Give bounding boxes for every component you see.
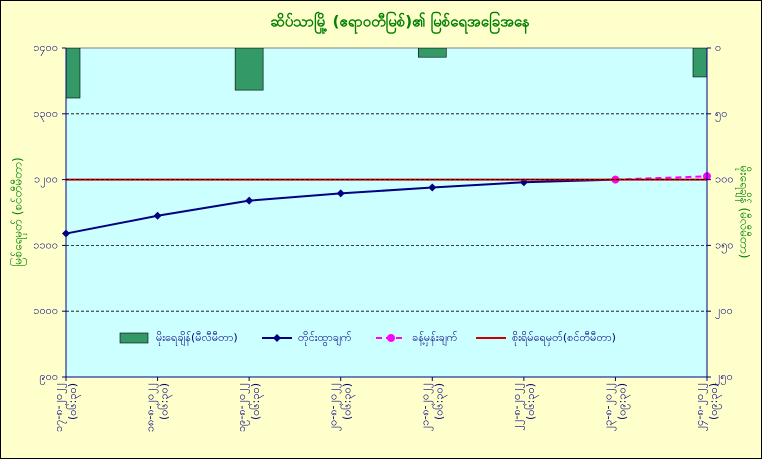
bar [417, 48, 447, 58]
x-tick-time: (၀၉:၃၀) [707, 383, 722, 420]
x-tick-label: ၂၀-၈-၂၀၂၂ [327, 383, 342, 431]
y2-tick-label: ၀ [715, 41, 721, 54]
legend-label: ခန့်မှန်းချက် [412, 331, 458, 346]
x-tick-label: ၂၁-၈-၂၀၂၂ [418, 383, 433, 431]
y-tick-label: ၁၃၀၀ [33, 107, 58, 122]
point [245, 196, 254, 205]
plot-clip [66, 48, 707, 99]
legend-label: မိုးရေချိန်(မီလီမီတာ) [156, 331, 238, 346]
x-tick-label: ၂၂-၈-၂၀၂၂ [510, 383, 525, 430]
x-tick-time: (၀၆:၃၀) [249, 383, 264, 420]
y2-tick-label: ၁၀၀ [715, 173, 734, 186]
y-tick-label: ၉၀၀ [39, 370, 58, 385]
bar [692, 48, 707, 78]
plot-area [65, 47, 708, 378]
y2-tick-label: ၅၀ [715, 107, 727, 122]
x-tick-time: (၀၆:၃၀) [341, 383, 356, 420]
y-tick-label: ၁၂၀၀ [34, 173, 58, 188]
x-tick-label: ၁၇-၈-၂၀၂၂ [52, 383, 67, 432]
x-tick-label: ၂၄-၈-၂၀၂၂ [693, 383, 708, 431]
x-tick-label: ၁၈-၈-၂၀၂၂ [144, 383, 159, 432]
y2-tick-label: ၁၅၀ [715, 238, 734, 253]
bar [234, 48, 264, 91]
x-tick-label: ၂၃-၈-၂၀၂၂ [601, 383, 616, 431]
point [428, 183, 437, 192]
x-tick-time: (၀၆:၃၀) [432, 383, 447, 420]
x-tick-time: (၀၆:၃၀) [66, 383, 81, 420]
point [153, 211, 162, 220]
y2-axis-label: မိုးရေချိန် (မီလီမီတာ) [735, 166, 753, 259]
legend: မိုးရေချိန်(မီလီမီတာ) တိုင်းထွာချက် ခန့်မှ… [119, 331, 616, 346]
plot-layer: မိုးရေချိန်(မီလီမီတာ) တိုင်းထွာချက် ခန့်မှ… [62, 48, 711, 346]
legend-label: စိုးရိမ်ရေမှတ်(စင်တီမီတာ) [512, 331, 616, 346]
point [336, 189, 345, 198]
y-axis-label: မြစ်ရေမှတ် (စင်တီမီတာ) [9, 157, 28, 266]
x-tick-time: (၀၉:၃၀) [615, 383, 630, 420]
legend-label: တိုင်းထွာချက် [298, 331, 352, 346]
legend-marker [273, 334, 281, 342]
y-tick-label: ၁၀၀၀ [33, 304, 58, 317]
legend-marker [387, 334, 395, 342]
y2-tick-label: ၂၅၀ [715, 370, 733, 385]
y-tick-label: ၁၄၀၀ [33, 41, 58, 56]
legend-swatch [119, 332, 149, 344]
x-tick-time: (၀၆:၃၀) [524, 383, 539, 420]
x-tick-label: ၁၉-၈-၂၀၂၂ [235, 383, 250, 432]
y2-tick-label: ၂၀၀ [715, 304, 733, 319]
bar [66, 48, 81, 99]
x-tick-time: (၀၆:၃၀) [158, 383, 173, 420]
y-tick-label: ၁၁၀၀ [33, 238, 58, 251]
